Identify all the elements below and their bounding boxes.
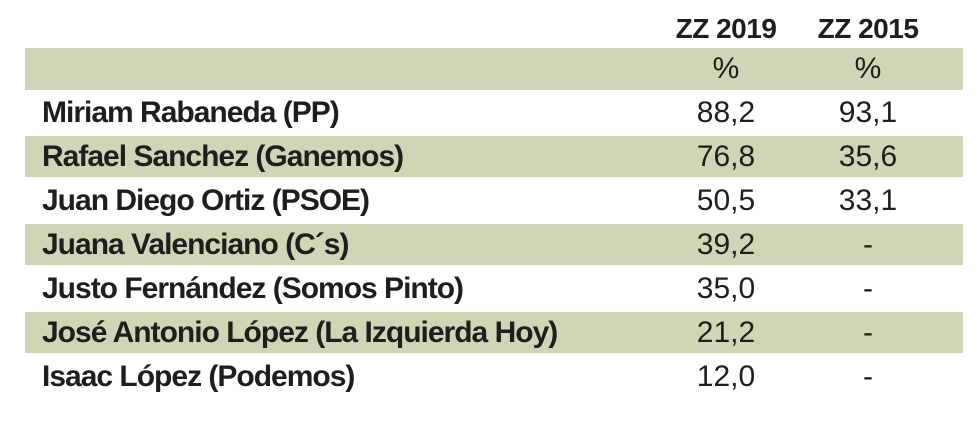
- value-zz2015: 35,6: [838, 139, 898, 173]
- value-zz2015: -: [863, 359, 873, 393]
- candidate-name: Rafael Sanchez (Ganemos): [42, 139, 404, 173]
- column-header-zz2019: ZZ 2019: [675, 13, 777, 44]
- value-zz2015: 33,1: [838, 183, 898, 217]
- table-row: Juana Valenciano (C´s) 39,2 -: [25, 224, 963, 265]
- column-header-zz2015: ZZ 2015: [817, 13, 919, 44]
- candidate-name: Juan Diego Ortiz (PSOE): [42, 183, 370, 217]
- value-zz2019: 50,5: [696, 183, 756, 217]
- value-zz2019: 12,0: [696, 359, 756, 393]
- value-zz2015: -: [863, 271, 873, 305]
- table-row: Rafael Sanchez (Ganemos) 76,8 35,6: [25, 136, 963, 177]
- candidate-name: Juana Valenciano (C´s): [42, 227, 349, 261]
- candidate-name: Isaac López (Podemos): [42, 359, 355, 393]
- table-row: Justo Fernández (Somos Pinto) 35,0 -: [25, 268, 963, 309]
- value-zz2015: 93,1: [838, 95, 898, 129]
- table-body: Miriam Rabaneda (PP) 88,2 93,1 Rafael Sanch…: [0, 92, 980, 397]
- value-zz2019: 21,2: [696, 315, 756, 349]
- value-zz2019: 39,2: [696, 227, 756, 261]
- value-zz2019: 88,2: [696, 95, 756, 129]
- candidate-name: Justo Fernández (Somos Pinto): [42, 271, 464, 305]
- candidate-name: José Antonio López (La Izquierda Hoy): [42, 315, 558, 349]
- value-zz2015: -: [863, 315, 873, 349]
- table-row: Miriam Rabaneda (PP) 88,2 93,1: [25, 92, 963, 133]
- table-row: Isaac López (Podemos) 12,0 -: [25, 356, 963, 397]
- unit-zz2019: %: [712, 52, 740, 85]
- unit-zz2015: %: [854, 52, 882, 85]
- table-header-row: ZZ 2019 ZZ 2015: [25, 0, 963, 48]
- unit-row: % %: [25, 48, 963, 90]
- table-row: José Antonio López (La Izquierda Hoy) 21,…: [25, 312, 963, 353]
- table-row: Juan Diego Ortiz (PSOE) 50,5 33,1: [25, 180, 963, 221]
- value-zz2019: 35,0: [696, 271, 756, 305]
- value-zz2019: 76,8: [696, 139, 756, 173]
- value-zz2015: -: [863, 227, 873, 261]
- candidate-name: Miriam Rabaneda (PP): [42, 95, 340, 129]
